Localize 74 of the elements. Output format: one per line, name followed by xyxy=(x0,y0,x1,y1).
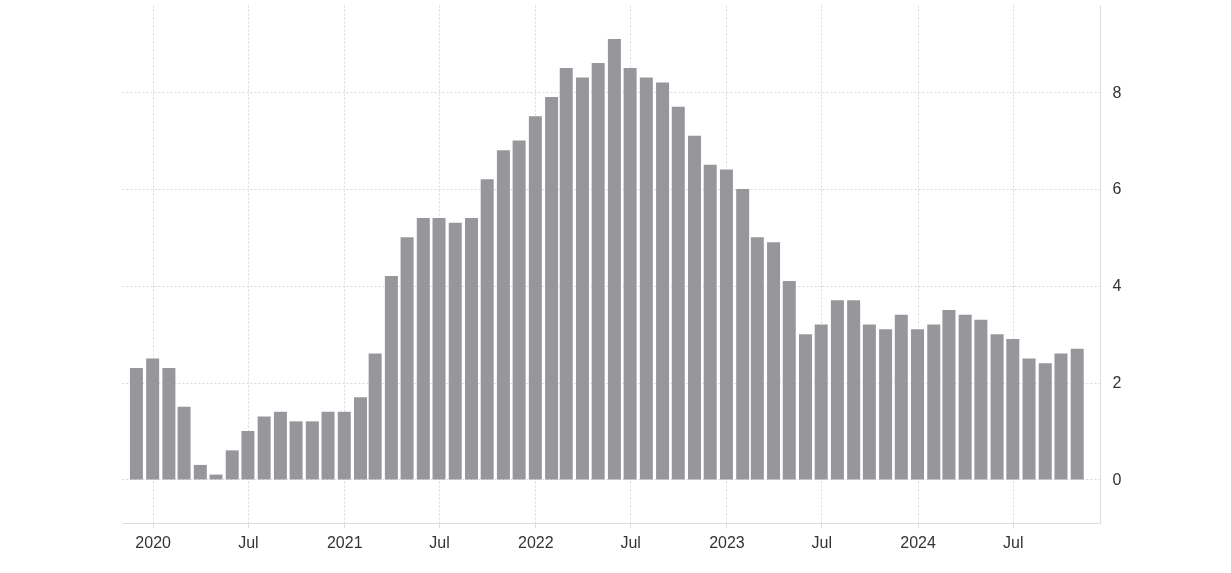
bar xyxy=(623,67,637,480)
bar xyxy=(146,358,160,480)
bar xyxy=(559,67,573,480)
bar xyxy=(719,169,733,480)
x-tick-label: 2022 xyxy=(518,533,554,551)
bar xyxy=(241,431,255,480)
bar xyxy=(814,324,828,480)
bar xyxy=(225,450,239,480)
bar xyxy=(575,77,589,480)
y-tick-label: 6 xyxy=(1112,180,1122,198)
bar xyxy=(177,406,191,480)
bar xyxy=(1006,339,1020,480)
x-tick-label: Jul xyxy=(429,533,450,551)
bar xyxy=(879,329,893,480)
bar xyxy=(416,218,430,480)
y-tick-label: 8 xyxy=(1112,83,1122,101)
bar xyxy=(958,314,972,480)
x-tick-label: Jul xyxy=(811,533,832,551)
bar xyxy=(368,353,382,480)
x-tick-label: Jul xyxy=(238,533,259,551)
y-tick-label: 0 xyxy=(1112,470,1122,488)
bar xyxy=(1054,353,1068,480)
bar xyxy=(321,411,335,480)
y-tick-label: 2 xyxy=(1112,374,1122,392)
bar xyxy=(480,179,494,480)
bar xyxy=(1038,363,1052,480)
bar xyxy=(911,329,925,480)
bar xyxy=(607,38,621,480)
bar xyxy=(528,116,542,480)
bar xyxy=(782,280,796,480)
bar xyxy=(305,421,319,480)
bar xyxy=(798,334,812,480)
bar xyxy=(400,237,414,480)
x-tick-label: 2021 xyxy=(326,533,363,551)
x-tick-label: 2024 xyxy=(900,533,936,551)
bar xyxy=(671,106,685,480)
bar xyxy=(974,319,988,480)
bar xyxy=(591,63,605,480)
bar xyxy=(273,411,287,480)
bar xyxy=(545,96,559,480)
bar xyxy=(656,82,670,480)
bar xyxy=(353,397,367,480)
bar xyxy=(337,411,351,480)
bar xyxy=(990,334,1004,480)
bar xyxy=(830,300,844,480)
bar xyxy=(862,324,876,480)
bar xyxy=(736,188,750,480)
bar xyxy=(1070,348,1084,480)
bar xyxy=(847,300,861,480)
x-tick-label: Jul xyxy=(1003,533,1024,551)
bar xyxy=(703,164,717,480)
bar xyxy=(894,314,908,480)
bar xyxy=(1022,358,1036,480)
bar xyxy=(496,150,510,480)
bar xyxy=(639,77,653,480)
bar xyxy=(257,416,271,480)
y-tick-label: 4 xyxy=(1112,277,1122,295)
bar xyxy=(384,276,398,480)
x-tick-label: 2023 xyxy=(709,533,745,551)
bar xyxy=(289,421,303,480)
bar xyxy=(512,140,526,480)
bar xyxy=(432,218,446,480)
x-tick-label: Jul xyxy=(620,533,641,551)
bar xyxy=(688,135,701,480)
bar xyxy=(193,464,207,480)
bar xyxy=(129,368,143,480)
bar xyxy=(448,222,462,480)
bar xyxy=(464,218,478,480)
bar xyxy=(767,242,781,480)
bar xyxy=(942,309,956,480)
bar xyxy=(750,237,764,480)
bar xyxy=(162,368,176,480)
bar xyxy=(927,324,941,480)
x-tick-label: 2020 xyxy=(135,533,172,551)
